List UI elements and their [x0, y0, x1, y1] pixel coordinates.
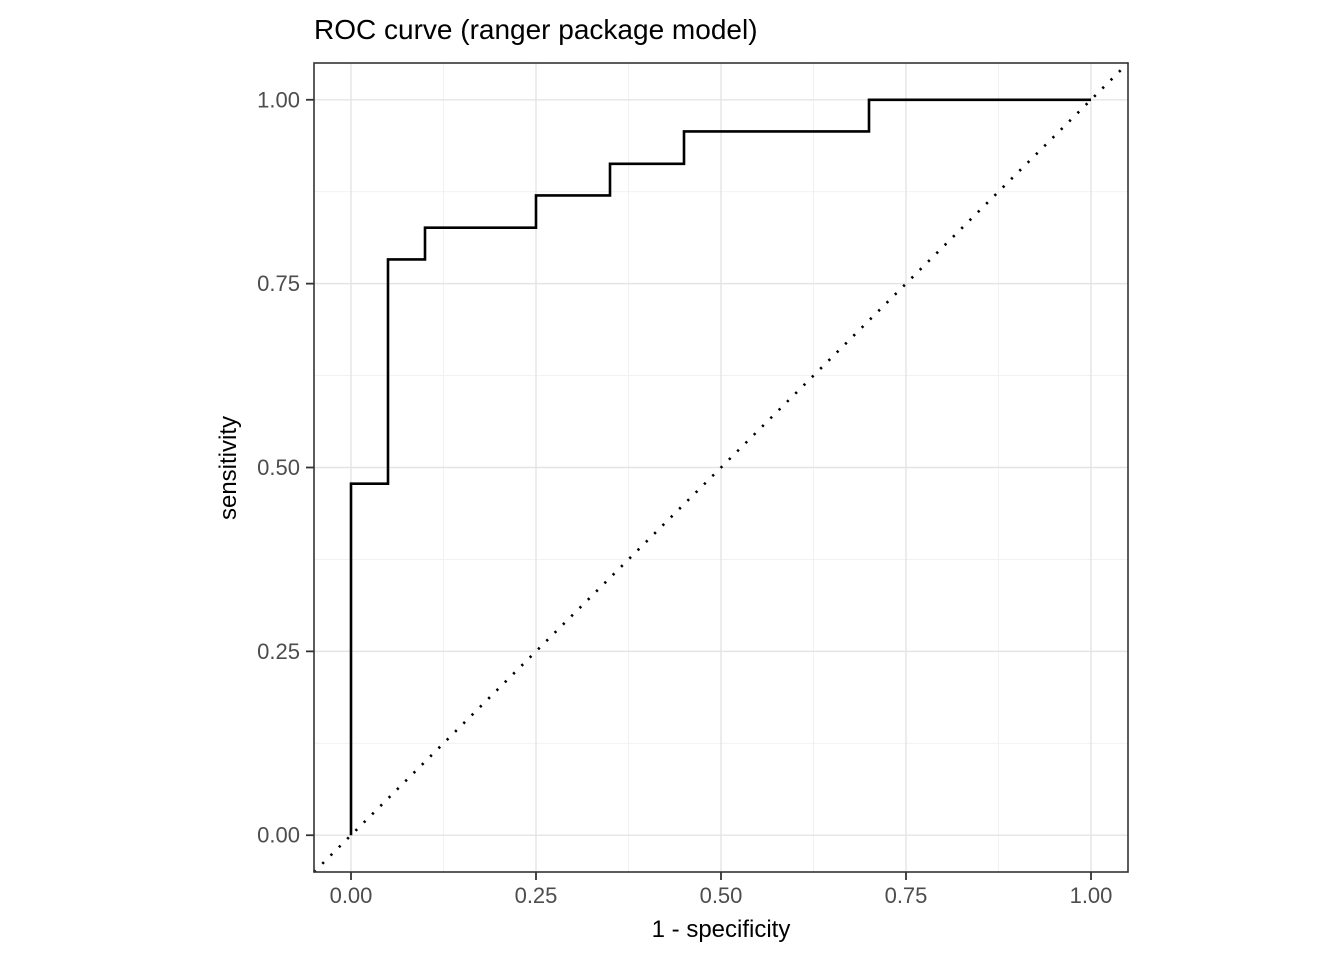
x-tick-label: 1.00 [1070, 883, 1113, 908]
y-tick-label: 0.00 [257, 823, 300, 848]
x-tick-label: 0.75 [885, 883, 928, 908]
x-tick-label: 0.25 [515, 883, 558, 908]
y-axis-title: sensitivity [215, 416, 242, 520]
x-tick-label: 0.50 [700, 883, 743, 908]
y-tick-label: 0.50 [257, 455, 300, 480]
y-tick-label: 1.00 [257, 87, 300, 112]
x-tick-label: 0.00 [330, 883, 373, 908]
x-axis-title: 1 - specificity [652, 916, 791, 943]
roc-step-curve [349, 98, 1091, 836]
chance-diagonal [313, 62, 1129, 873]
plot-panel: 0.00 0.25 0.50 0.75 1.00 0.00 0.25 0.50 0.75 1.00 [257, 62, 1129, 908]
chart-title: ROC curve (ranger package model) [314, 14, 758, 45]
y-tick-label: 0.75 [257, 271, 300, 296]
y-tick-label: 0.25 [257, 639, 300, 664]
